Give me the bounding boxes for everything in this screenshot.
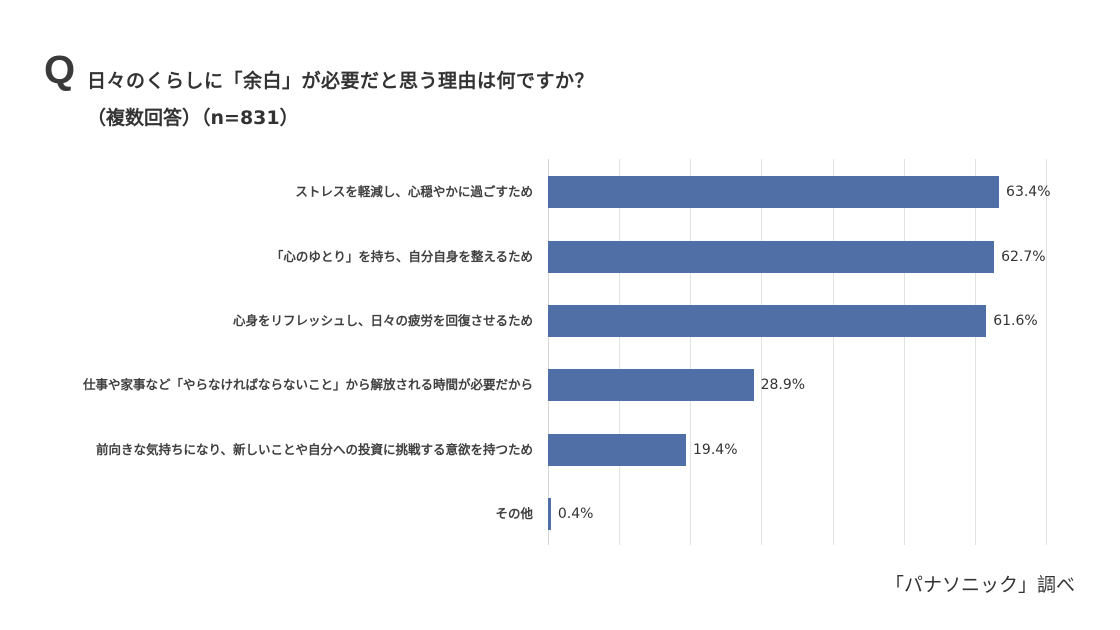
gridline bbox=[975, 159, 976, 545]
gridline bbox=[833, 159, 834, 545]
source-note: 「パナソニック」調べ bbox=[884, 574, 1075, 596]
category-label: 仕事や家事など「やらなければならないこと」から解放される時間が必要だから bbox=[82, 377, 533, 392]
value-label: 0.4% bbox=[557, 506, 594, 522]
value-label: 63.4% bbox=[1006, 184, 1051, 200]
category-label: ストレスを軽減し、心穏やかに過ごすため bbox=[295, 184, 533, 199]
bar bbox=[548, 434, 687, 466]
bar bbox=[548, 241, 995, 273]
gridline bbox=[904, 159, 905, 545]
value-label: 19.4% bbox=[693, 442, 738, 458]
value-label: 61.6% bbox=[993, 313, 1038, 329]
category-label: 心身をリフレッシュし、日々の疲労を回復させるため bbox=[232, 313, 533, 328]
gridline bbox=[690, 159, 691, 545]
bar bbox=[548, 305, 987, 337]
value-label: 62.7% bbox=[1001, 249, 1046, 265]
value-label: 28.9% bbox=[760, 377, 806, 393]
category-label: その他 bbox=[495, 506, 533, 521]
gridline bbox=[1046, 159, 1047, 545]
gridline bbox=[761, 159, 762, 545]
question-mark: Q bbox=[44, 48, 76, 92]
plot-area: 63.4% 62.7% 61.6% 28.9% 19.4% 0.4% bbox=[548, 159, 1051, 545]
bar bbox=[548, 176, 1000, 208]
chart-title: 日々のくらしに「余白」が必要だと思う理由は何ですか？ bbox=[87, 70, 595, 92]
y-axis-line bbox=[548, 159, 549, 545]
gridline bbox=[619, 159, 620, 545]
category-label: 「心のゆとり」を持ち、自分自身を整えるため bbox=[270, 249, 533, 264]
bar bbox=[548, 369, 754, 401]
bar bbox=[548, 498, 551, 530]
category-label: 前向きな気持ちになり、新しいことや自分への投資に挑戦する意欲を持つため bbox=[95, 442, 533, 457]
chart-subtitle: （複数回答）（n=831） bbox=[87, 107, 299, 129]
